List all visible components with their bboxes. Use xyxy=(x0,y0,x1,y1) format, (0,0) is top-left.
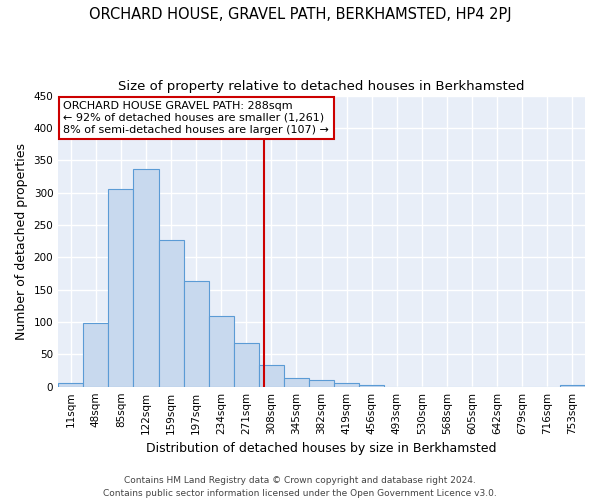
Bar xyxy=(284,378,309,386)
Text: Contains HM Land Registry data © Crown copyright and database right 2024.
Contai: Contains HM Land Registry data © Crown c… xyxy=(103,476,497,498)
Bar xyxy=(133,168,158,386)
Bar xyxy=(209,316,234,386)
Bar xyxy=(109,190,133,386)
Bar xyxy=(259,366,284,386)
Bar xyxy=(234,342,259,386)
Bar xyxy=(309,380,334,386)
Text: ORCHARD HOUSE, GRAVEL PATH, BERKHAMSTED, HP4 2PJ: ORCHARD HOUSE, GRAVEL PATH, BERKHAMSTED,… xyxy=(89,8,511,22)
Bar xyxy=(334,383,359,386)
Bar xyxy=(158,240,184,386)
X-axis label: Distribution of detached houses by size in Berkhamsted: Distribution of detached houses by size … xyxy=(146,442,497,455)
Text: ORCHARD HOUSE GRAVEL PATH: 288sqm
← 92% of detached houses are smaller (1,261)
8: ORCHARD HOUSE GRAVEL PATH: 288sqm ← 92% … xyxy=(64,102,329,134)
Bar xyxy=(184,280,209,386)
Y-axis label: Number of detached properties: Number of detached properties xyxy=(15,142,28,340)
Bar xyxy=(83,322,109,386)
Title: Size of property relative to detached houses in Berkhamsted: Size of property relative to detached ho… xyxy=(118,80,525,93)
Bar xyxy=(58,384,83,386)
